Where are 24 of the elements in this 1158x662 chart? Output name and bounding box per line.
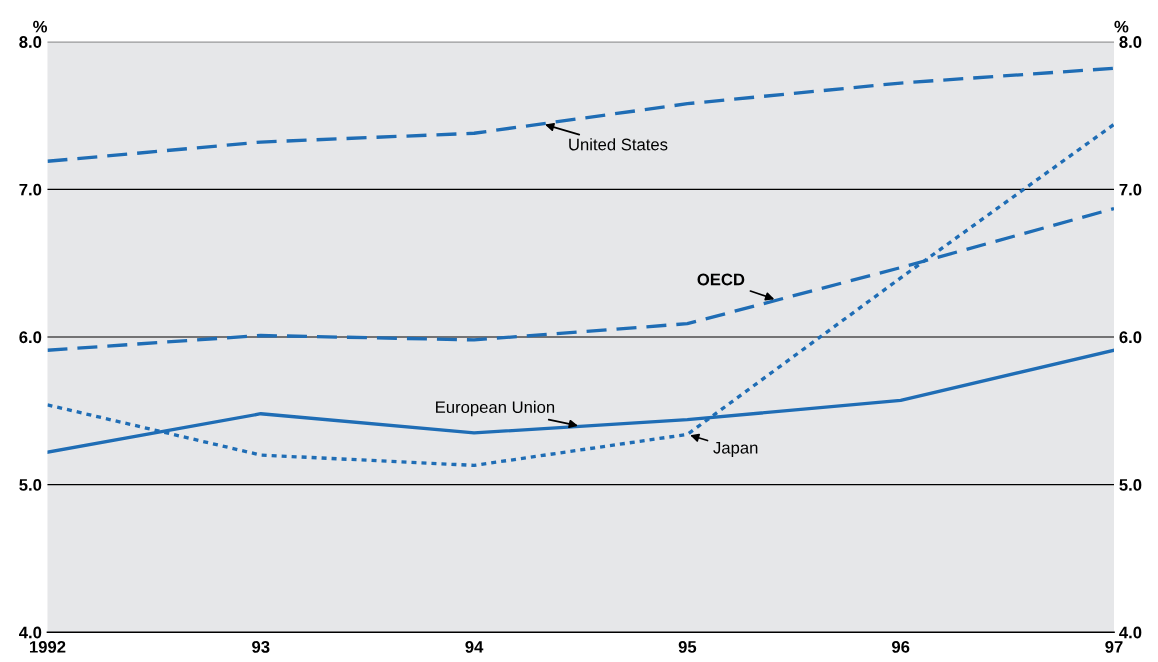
- series-label: European Union: [436, 400, 555, 417]
- x-tick-label: 97: [1105, 640, 1123, 653]
- series-label: Japan: [713, 442, 758, 457]
- y2-tick-label: 5.0: [1119, 478, 1142, 491]
- x-tick-label: 94: [465, 640, 484, 653]
- y2-tick-label: 7.0: [1119, 183, 1142, 196]
- y-tick-label: 4.0: [19, 626, 42, 639]
- y2-tick-label: 4.0: [1119, 626, 1142, 639]
- series-label: OECD: [697, 273, 745, 286]
- x-tick-label: 1992: [29, 640, 66, 653]
- y2-tick-label: 8.0: [1119, 36, 1142, 48]
- y-tick-label: 6.0: [19, 331, 42, 344]
- y2-tick-label: 6.0: [1119, 331, 1142, 344]
- x-tick-label: 93: [252, 640, 270, 653]
- x-tick-label: 95: [678, 640, 697, 653]
- y-tick-label: 5.0: [19, 478, 42, 491]
- y-axis-title: %: [33, 20, 48, 33]
- x-tick-label: 96: [892, 640, 910, 653]
- series-label: United States: [569, 138, 668, 151]
- y2-axis-title: %: [1114, 20, 1129, 33]
- line-series: [47, 122, 1114, 468]
- y-tick-label: 7.0: [19, 183, 42, 196]
- line-series: [47, 66, 1114, 163]
- y-tick-label: 8.0: [19, 36, 42, 48]
